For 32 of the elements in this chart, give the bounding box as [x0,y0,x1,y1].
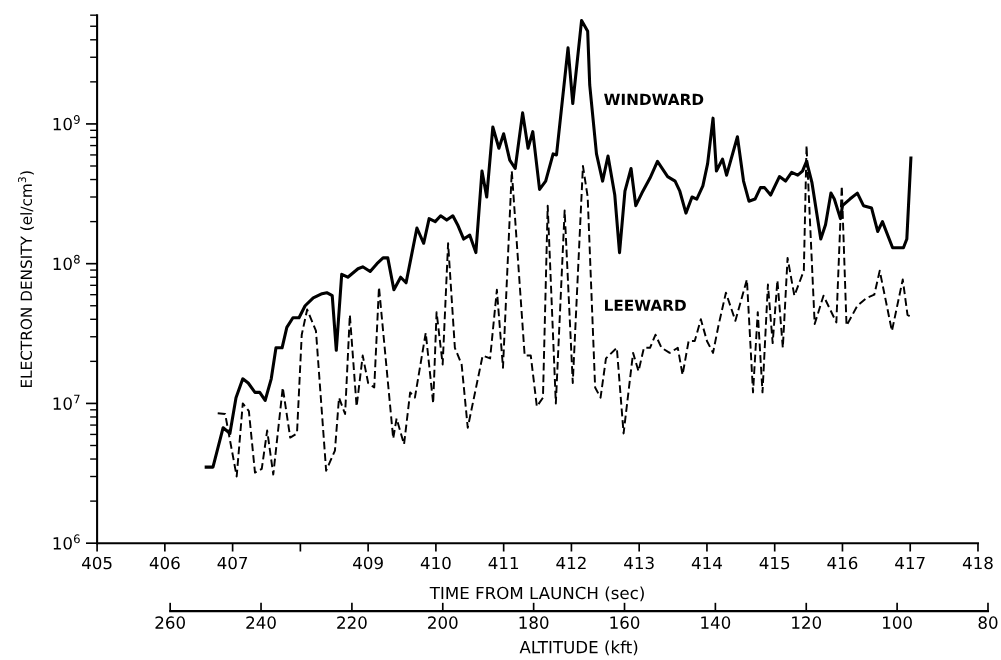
x2-tick-label: 200 [428,616,458,629]
y-tick-label: 10$^{7}$ [53,394,80,410]
y-tick-label: 10$^{9}$ [53,115,80,131]
series-label: LEEWARD [605,299,686,311]
x2-axis-title: ALTITUDE (kft) [519,640,638,656]
x-tick-label: 412 [556,556,586,570]
x-tick-label: 410 [420,556,451,570]
x-axis-title: TIME FROM LAUNCH (sec) [429,586,644,602]
series-label: WINDWARD [604,93,704,105]
x2-tick-label: 140 [701,616,731,629]
x-tick-label: 405 [82,556,112,570]
x-tick-label: 409 [353,556,383,570]
x2-tick-label: 180 [519,616,549,629]
x-tick-label: 414 [691,556,722,570]
x-tick-label: 417 [895,556,925,570]
y-tick-label: 10$^{8}$ [53,254,80,271]
x2-tick-label: 100 [883,616,912,629]
x2-tick-label: 120 [792,616,822,629]
x-tick-label: 411 [488,556,519,570]
y-tick-label: 10$^{6}$ [53,534,80,550]
x-tick-label: 418 [962,556,993,570]
x-tick-label: 416 [827,556,858,570]
x2-tick-label: 160 [610,616,640,629]
x-tick-label: 413 [624,556,654,570]
x2-tick-label: 260 [155,616,185,629]
x-tick-label: 415 [759,556,790,570]
x-tick-label: 407 [217,556,248,570]
x-tick-label: 406 [149,556,180,570]
x2-tick-label: 220 [337,616,367,629]
x2-tick-label: 80 [978,616,998,629]
x2-tick-label: 240 [246,616,276,629]
y-axis-title: ELECTRON DENSITY (el/cm$^{3}$) [18,171,34,388]
